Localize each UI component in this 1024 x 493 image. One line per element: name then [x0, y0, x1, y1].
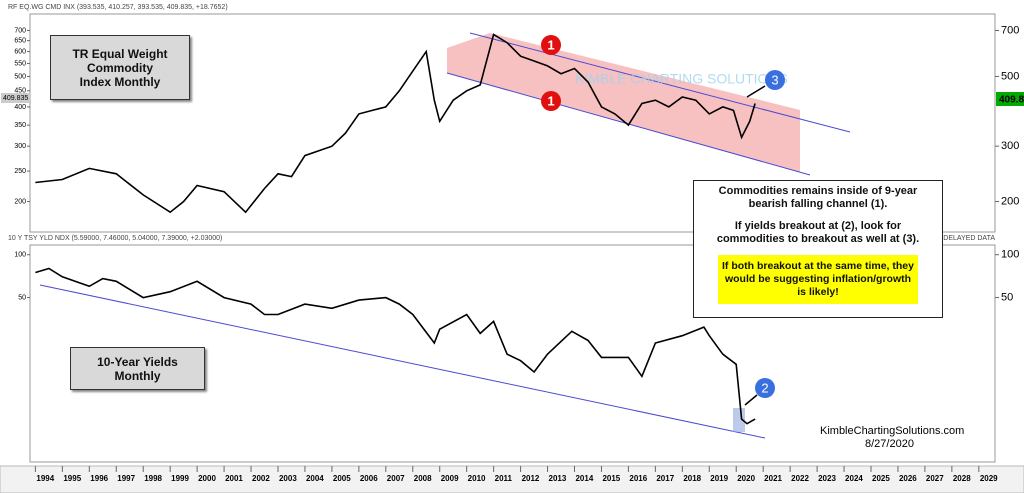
- x-tick-label: 2020: [737, 474, 755, 483]
- y-tick-label: 50: [18, 294, 26, 301]
- x-tick-label: 1998: [144, 474, 162, 483]
- top-label-box: TR Equal Weight Commodity Index Monthly: [50, 35, 190, 100]
- bottom-label-box: 10-Year Yields Monthly: [70, 347, 205, 390]
- x-tick-label: 2009: [441, 474, 459, 483]
- x-tick-label: 2003: [279, 474, 297, 483]
- x-tick-label: 2002: [252, 474, 270, 483]
- x-tick-label: 2006: [360, 474, 378, 483]
- x-tick-label: 2024: [845, 474, 863, 483]
- bottom-panel-frame: [29, 244, 996, 463]
- callout-circle: [765, 70, 785, 90]
- x-tick-label: 2007: [387, 474, 405, 483]
- y2-tick-label: 100: [1001, 249, 1019, 261]
- callout-label: 1: [547, 37, 554, 52]
- x-tick-label: 1994: [36, 474, 54, 483]
- last-value-right: 409.8: [999, 95, 1024, 106]
- x-tick-label: 1997: [117, 474, 135, 483]
- x-tick-label: 2000: [198, 474, 216, 483]
- channel-area: [447, 33, 800, 172]
- callout-label: 3: [771, 72, 778, 87]
- callout-circle: [755, 378, 775, 398]
- callout-label: 1: [547, 93, 554, 108]
- commentary-box: Commodities remains inside of 9-year bea…: [693, 180, 943, 318]
- label-line: Index Monthly: [79, 74, 161, 89]
- y-tick-label: 100: [14, 252, 26, 259]
- callout-circle: [541, 91, 561, 111]
- y2-tick-label: 500: [1001, 70, 1019, 82]
- y2-tick-label: 200: [1001, 195, 1019, 207]
- y-tick-label: 650: [14, 37, 26, 44]
- label-line: TR Equal Weight Commodity: [72, 46, 168, 75]
- x-tick-label: 2017: [656, 474, 674, 483]
- top-header: RF EQ.WG CMD INX (393.535, 410.257, 393.…: [8, 4, 228, 11]
- x-tick-label: 2029: [980, 474, 998, 483]
- watermark: KIMBLE CHARTING SOLUTIONS: [575, 71, 788, 87]
- x-tick-label: 2005: [333, 474, 351, 483]
- x-tick-label: 2021: [764, 474, 782, 483]
- x-tick-label: 2022: [791, 474, 809, 483]
- last-value-left: 409.835: [3, 95, 28, 102]
- x-tick-label: 1996: [90, 474, 108, 483]
- x-tick-label: 2014: [575, 474, 593, 483]
- y2-tick-label: 700: [1001, 24, 1019, 36]
- date: 8/27/2020: [865, 438, 914, 450]
- x-tick-label: 2018: [683, 474, 701, 483]
- price-line: [35, 267, 756, 425]
- source: KimbleChartingSolutions.com: [820, 425, 964, 437]
- callout-arrow: [746, 85, 766, 98]
- x-tick-label: 2015: [602, 474, 620, 483]
- bottom-header: 10 Y TSY YLD NDX (5.59000, 7.46000, 5.04…: [8, 235, 222, 242]
- commentary-highlight: If both breakout at the same time, they …: [718, 255, 918, 304]
- y-tick-label: 200: [14, 198, 26, 205]
- x-tick-label: 2010: [468, 474, 486, 483]
- x-tick-label: 2008: [414, 474, 432, 483]
- top-panel-frame: [29, 13, 996, 233]
- y-tick-label: 600: [14, 48, 26, 55]
- x-tick-label: 1999: [171, 474, 189, 483]
- y-tick-label: 450: [14, 88, 26, 95]
- x-tick-label: 2019: [710, 474, 728, 483]
- y-tick-label: 250: [14, 168, 26, 175]
- x-tick-label: 2028: [953, 474, 971, 483]
- callout-label: 2: [761, 380, 768, 395]
- x-tick-label: 2011: [495, 474, 513, 483]
- x-tick-label: 1995: [63, 474, 81, 483]
- x-tick-label: 2012: [522, 474, 540, 483]
- x-tick-label: 2026: [899, 474, 917, 483]
- x-tick-label: 2027: [926, 474, 944, 483]
- x-tick-label: 2004: [306, 474, 324, 483]
- x-tick-label: 2023: [818, 474, 836, 483]
- y-tick-label: 550: [14, 60, 26, 67]
- label-line: Monthly: [114, 368, 161, 383]
- commentary-line: Commodities remains inside of 9-year bea…: [718, 185, 918, 210]
- price-line: [35, 33, 756, 214]
- y-tick-label: 350: [14, 122, 26, 129]
- y-tick-label: 300: [14, 143, 26, 150]
- last-value-left-tag: [1, 93, 29, 103]
- y-tick-label: 400: [14, 104, 26, 111]
- x-tick-label: 2016: [629, 474, 647, 483]
- breakout-zone: [733, 408, 745, 432]
- status: DELAYED DATA: [943, 235, 995, 242]
- label-line: 10-Year Yields: [97, 354, 178, 369]
- last-value-tag: [996, 92, 1024, 106]
- channel-upper: [469, 32, 851, 133]
- commentary-line: If yields breakout at (2), look for comm…: [716, 220, 920, 245]
- x-tick-label: 2025: [872, 474, 890, 483]
- y-tick-label: 700: [14, 27, 26, 34]
- y-tick-label: 500: [14, 73, 26, 80]
- yield-trendline: [39, 284, 766, 439]
- x-tick-label: 2013: [549, 474, 567, 483]
- x-tick-label: 2001: [225, 474, 243, 483]
- y2-tick-label: 300: [1001, 140, 1019, 152]
- y2-tick-label: 50: [1001, 291, 1013, 303]
- callout-circle: [541, 35, 561, 55]
- callout-arrow: [744, 394, 758, 406]
